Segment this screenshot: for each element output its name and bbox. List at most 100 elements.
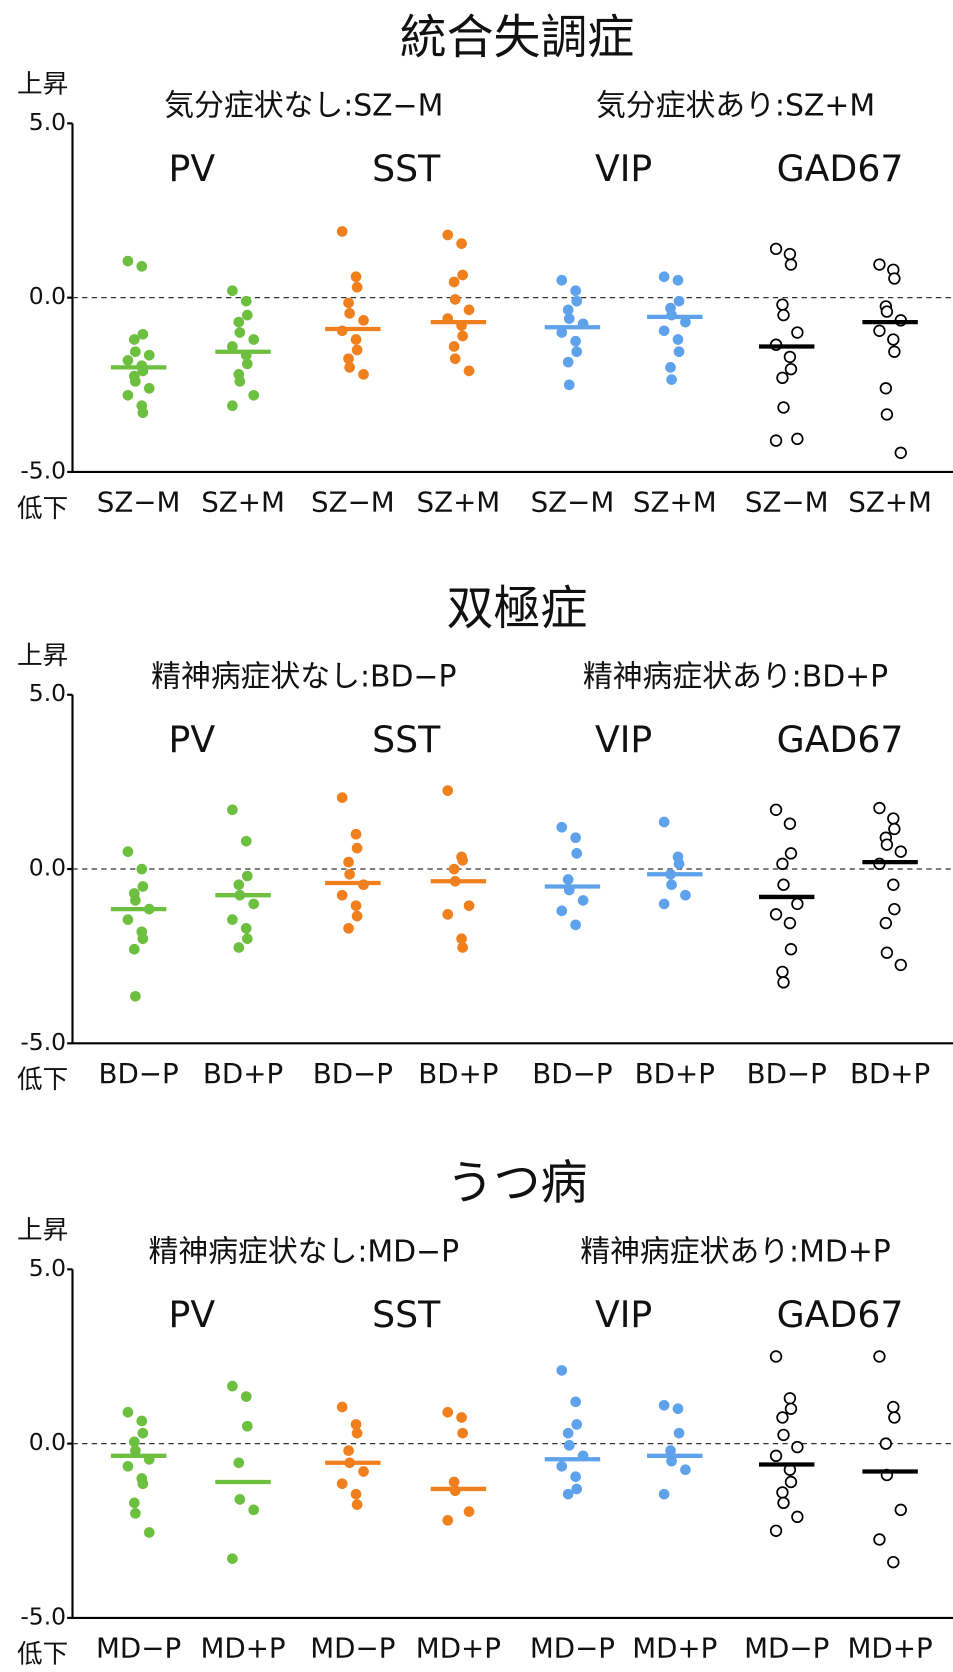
data-point: [776, 1486, 789, 1499]
data-point: [248, 389, 260, 401]
group-label: PV: [169, 718, 216, 761]
y-tick-label: 5.0: [29, 1254, 66, 1282]
data-point: [776, 371, 789, 385]
data-point: [350, 900, 362, 911]
data-point: [791, 1440, 804, 1454]
data-point: [442, 785, 454, 796]
x-tick-label: MD+P: [416, 1631, 501, 1664]
data-point: [449, 353, 461, 365]
data-point: [336, 1478, 348, 1490]
x-tick-label: BD+P: [418, 1057, 498, 1090]
data-point: [776, 298, 789, 311]
x-tick-label: BD−P: [747, 1057, 827, 1090]
panel-title: うつ病: [447, 1156, 588, 1211]
data-point: [130, 1445, 141, 1456]
data-point: [248, 334, 260, 345]
data-point: [879, 1437, 893, 1450]
data-point: [457, 330, 468, 342]
data-point: [777, 1496, 790, 1510]
data-point: [448, 276, 460, 288]
y-tick-label: -5.0: [20, 456, 66, 484]
data-point: [562, 304, 574, 316]
data-point: [456, 933, 467, 945]
data-point: [227, 804, 238, 816]
data-point: [873, 801, 886, 815]
data-point: [571, 1483, 583, 1495]
data-point: [776, 965, 789, 979]
data-point: [769, 908, 783, 921]
data-point: [658, 1488, 670, 1500]
data-point: [894, 446, 907, 459]
data-point: [577, 895, 589, 906]
group-label: SST: [372, 718, 441, 761]
group-label: SST: [372, 1293, 441, 1336]
data-point: [894, 958, 907, 972]
data-point: [241, 1420, 253, 1432]
data-point: [351, 910, 363, 922]
data-point: [136, 1415, 148, 1427]
x-tick-label: MD−P: [310, 1631, 395, 1664]
data-point: [122, 389, 134, 401]
data-point: [880, 946, 894, 959]
data-point: [672, 1403, 684, 1415]
x-tick-label: BD+P: [635, 1057, 715, 1090]
data-point: [658, 271, 670, 283]
data-point: [673, 295, 685, 307]
data-point: [873, 1350, 886, 1363]
data-point: [449, 294, 461, 305]
data-point: [571, 848, 583, 859]
data-point: [343, 1445, 354, 1456]
data-point: [442, 909, 454, 920]
data-point: [351, 842, 363, 854]
data-point: [137, 881, 149, 892]
data-point: [240, 295, 252, 307]
data-point: [241, 358, 253, 370]
data-point: [784, 943, 798, 956]
data-point: [234, 376, 246, 387]
data-point: [457, 1427, 468, 1439]
x-tick-label: BD−P: [532, 1057, 612, 1090]
data-point: [776, 1411, 789, 1424]
data-point: [887, 1555, 900, 1569]
data-point: [248, 1504, 260, 1516]
data-point: [442, 1406, 454, 1418]
data-point: [130, 895, 141, 906]
data-point: [888, 1411, 901, 1424]
group-label: VIP: [595, 147, 652, 190]
data-point: [442, 229, 454, 241]
x-tick-label: SZ−M: [531, 485, 615, 518]
subtitle: 精神病症状なし:MD−P: [149, 1234, 460, 1269]
data-point: [351, 1499, 363, 1510]
data-point: [351, 281, 363, 293]
data-point: [130, 346, 141, 358]
data-point: [128, 1436, 140, 1448]
data-point: [136, 863, 148, 875]
data-point: [784, 258, 798, 271]
data-point: [143, 382, 155, 394]
data-point: [137, 407, 149, 419]
data-point: [463, 1506, 475, 1517]
data-point: [457, 942, 468, 953]
data-point: [122, 914, 134, 925]
data-point: [673, 1427, 685, 1439]
data-point: [122, 255, 134, 267]
data-point: [343, 856, 354, 868]
data-point: [888, 822, 901, 836]
data-point: [791, 326, 804, 339]
data-point: [880, 838, 894, 851]
data-point: [248, 898, 260, 910]
data-point: [336, 792, 348, 803]
data-point: [240, 1391, 252, 1402]
data-point: [130, 1508, 141, 1519]
data-point: [463, 365, 475, 377]
data-point: [570, 1396, 581, 1408]
data-point: [769, 1524, 783, 1537]
x-tick-label: MD+P: [632, 1631, 717, 1664]
data-point: [234, 327, 246, 338]
data-point: [783, 1392, 797, 1405]
data-point: [358, 315, 369, 326]
group-label: GAD67: [777, 1293, 904, 1336]
data-point: [888, 272, 901, 285]
data-point: [122, 846, 134, 857]
data-point: [769, 803, 783, 816]
